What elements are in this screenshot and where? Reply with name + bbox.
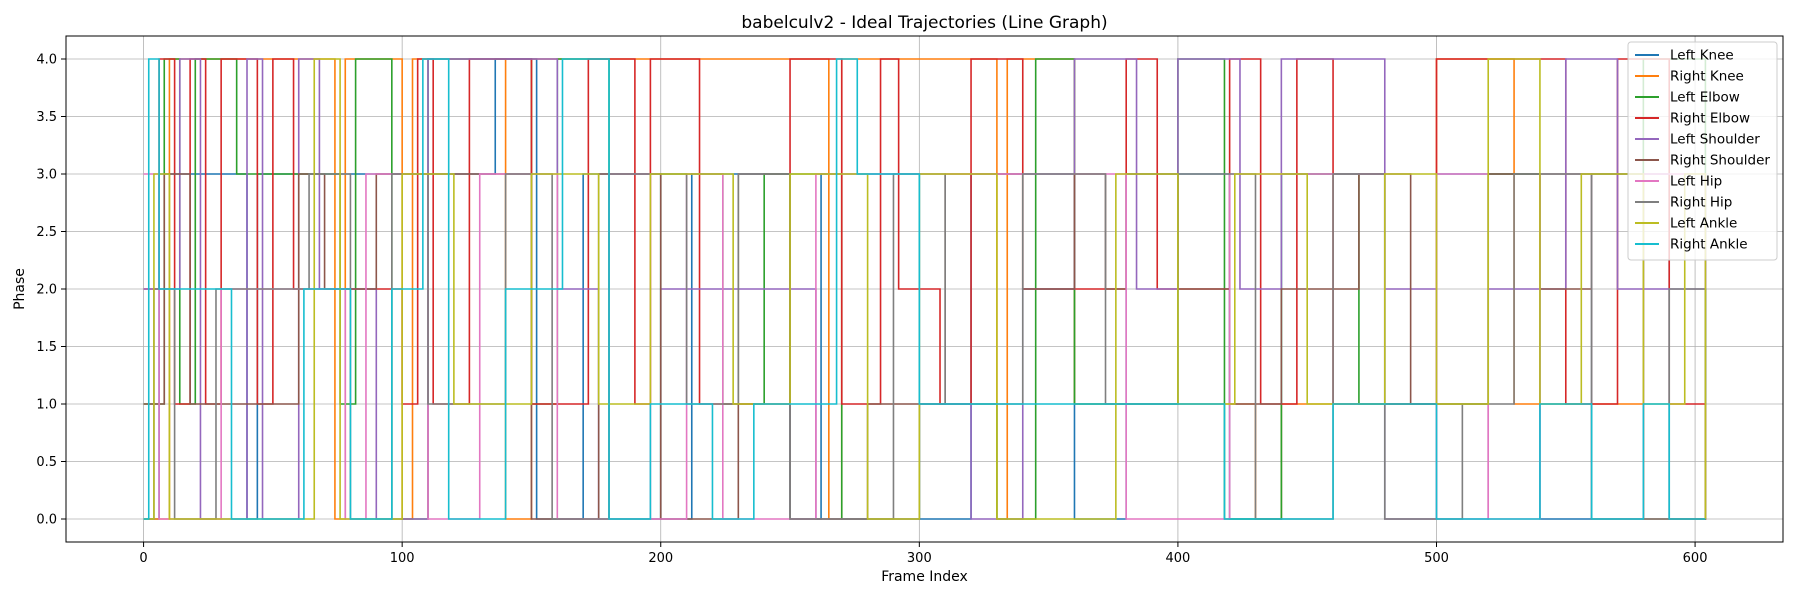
y-tick-label: 2.0 [36, 283, 57, 298]
y-tick-label: 0.0 [36, 513, 57, 528]
x-tick-label: 0 [139, 551, 147, 566]
series-line-right-ankle [143, 58, 1706, 520]
legend: Left Knee Right Knee Left Elbow Right Elbow… [1627, 41, 1778, 261]
legend-label-left-ankle: Left Ankle [1670, 216, 1737, 232]
x-axis-title: Frame Index [881, 569, 968, 585]
series-line-right-hip [143, 173, 1707, 520]
legend-label-left-knee: Left Knee [1670, 48, 1734, 64]
y-tick-label: 1.0 [36, 398, 57, 413]
x-tick-label: 100 [390, 551, 415, 566]
legend-label-right-elbow: Right Elbow [1670, 111, 1750, 127]
y-axis: 0.0 0.5 1.0 1.5 2.0 2.5 3.0 3.5 4.0 [36, 53, 66, 528]
legend-label-left-elbow: Left Elbow [1670, 90, 1740, 106]
legend-label-left-shoulder: Left Shoulder [1670, 132, 1760, 148]
y-tick-label: 2.5 [36, 225, 57, 240]
y-tick-label: 0.5 [36, 455, 57, 470]
legend-box [1627, 41, 1778, 261]
y-tick-label: 1.5 [36, 340, 57, 355]
x-tick-label: 600 [1683, 551, 1708, 566]
x-tick-label: 200 [648, 551, 673, 566]
series-layer [143, 58, 1707, 520]
x-tick-label: 400 [1165, 551, 1190, 566]
x-tick-label: 500 [1424, 551, 1449, 566]
y-tick-label: 4.0 [36, 53, 57, 68]
legend-label-right-shoulder: Right Shoulder [1670, 153, 1770, 169]
legend-label-right-hip: Right Hip [1670, 195, 1732, 211]
y-tick-label: 3.5 [36, 110, 57, 125]
chart-title: babelculv2 - Ideal Trajectories (Line Gr… [741, 13, 1107, 33]
x-tick-label: 300 [907, 551, 932, 566]
y-axis-title: Phase [12, 268, 28, 310]
y-tick-label: 3.0 [36, 168, 57, 183]
legend-label-left-hip: Left Hip [1670, 174, 1722, 190]
legend-label-right-ankle: Right Ankle [1670, 237, 1748, 253]
x-axis: 0 100 200 300 400 500 600 [139, 542, 1707, 566]
legend-label-right-knee: Right Knee [1670, 69, 1744, 85]
